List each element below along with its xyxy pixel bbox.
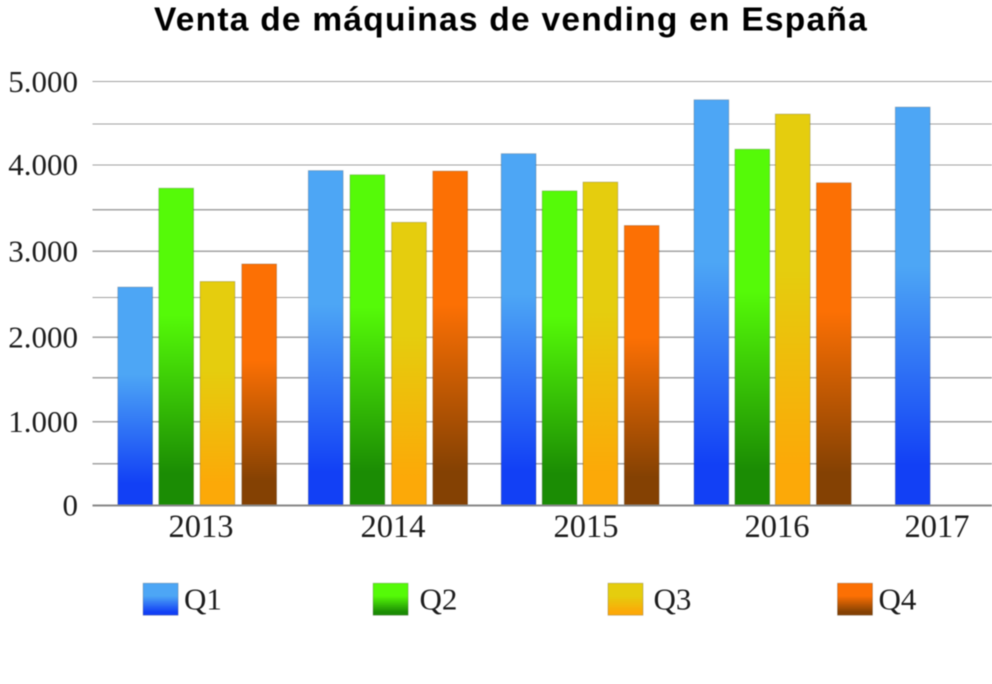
svg-text:2013: 2013 — [169, 509, 234, 545]
svg-text:1.000: 1.000 — [8, 404, 78, 439]
svg-text:Q3: Q3 — [654, 582, 692, 617]
svg-text:2.000: 2.000 — [8, 320, 78, 355]
svg-text:3.000: 3.000 — [8, 234, 78, 269]
svg-text:2015: 2015 — [554, 509, 619, 545]
svg-text:Venta de máquinas de vending e: Venta de máquinas de vending en España — [154, 1, 868, 38]
svg-text:Q4: Q4 — [879, 582, 917, 617]
svg-text:2017: 2017 — [905, 509, 970, 545]
svg-text:2016: 2016 — [745, 509, 810, 545]
svg-text:Q2: Q2 — [420, 582, 458, 617]
svg-text:2014: 2014 — [361, 509, 426, 545]
svg-text:Q1: Q1 — [184, 582, 222, 617]
svg-text:4.000: 4.000 — [8, 147, 78, 182]
svg-text:5.000: 5.000 — [8, 64, 78, 99]
svg-text:0: 0 — [63, 488, 79, 523]
